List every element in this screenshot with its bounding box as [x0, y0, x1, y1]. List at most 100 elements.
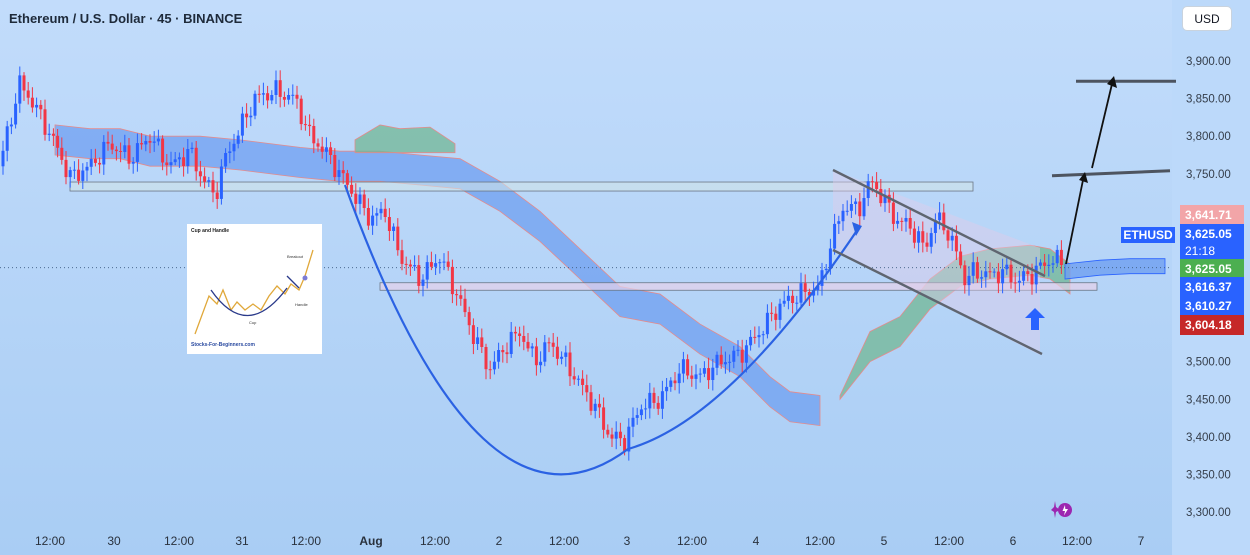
inset-cup-label: Cup: [249, 320, 257, 325]
candle-body: [324, 147, 328, 152]
target-line-1: [1051, 169, 1171, 178]
candle-body: [858, 201, 862, 217]
candle-body: [618, 431, 622, 439]
candle-body: [165, 162, 169, 166]
candle-body: [408, 264, 412, 267]
candle-body: [648, 392, 652, 409]
candle-body: [702, 368, 706, 374]
candle-body: [866, 181, 870, 198]
candle-body: [114, 149, 118, 152]
y-tick-label: 3,450.00: [1186, 394, 1231, 406]
candle-body: [98, 162, 102, 165]
candle-body: [862, 198, 866, 217]
candle-body: [1047, 264, 1051, 266]
sparkle-logo-icon[interactable]: [1048, 497, 1074, 523]
candle-body: [778, 303, 782, 320]
candle-body: [761, 334, 765, 336]
candle-body: [194, 147, 198, 172]
candle-body: [110, 143, 114, 150]
candle-body: [534, 346, 538, 366]
buy-signal-arrow-icon: [1025, 308, 1045, 330]
candle-body: [900, 220, 904, 222]
candle-body: [786, 295, 790, 301]
candle-body: [161, 138, 165, 163]
candle-body: [249, 115, 253, 118]
candle-body: [988, 271, 992, 273]
x-tick-label: 12:00: [35, 534, 65, 548]
candle-body: [929, 233, 933, 247]
candle-body: [560, 356, 564, 359]
candle-body: [509, 331, 513, 354]
candle-body: [152, 141, 156, 143]
candle-body: [551, 342, 555, 347]
candle-body: [207, 180, 211, 182]
candle-body: [375, 213, 379, 216]
candle-body: [1, 150, 5, 167]
candle-body: [106, 141, 110, 144]
candle-body: [896, 220, 900, 224]
candle-body: [963, 265, 967, 286]
candle-body: [341, 170, 345, 174]
candle-body: [975, 262, 979, 279]
candle-body: [791, 295, 795, 303]
candle-body: [505, 352, 509, 355]
currency-button[interactable]: USD: [1182, 6, 1232, 31]
candle-body: [320, 146, 324, 152]
candle-body: [728, 361, 732, 363]
candle-body: [303, 124, 307, 126]
x-tick-label: 12:00: [805, 534, 835, 548]
x-tick-label: 12:00: [291, 534, 321, 548]
candle-body: [396, 226, 400, 251]
countdown-tag: 21:18: [1180, 243, 1244, 259]
x-tick-label: 12:00: [1062, 534, 1092, 548]
candle-body: [660, 391, 664, 409]
candle-body: [173, 159, 177, 163]
candle-body: [845, 210, 849, 212]
candle-body: [135, 143, 139, 162]
candle-body: [950, 235, 954, 241]
candle-body: [833, 223, 837, 249]
x-tick-label: 6: [1010, 534, 1017, 548]
candle-body: [917, 231, 921, 243]
candle-body: [1038, 262, 1042, 266]
candle-body: [312, 126, 316, 144]
candle-body: [849, 204, 853, 211]
candle-body: [446, 261, 450, 267]
candle-body: [921, 231, 925, 243]
candle-body: [333, 155, 337, 178]
candle-body: [144, 141, 148, 145]
candle-body: [1022, 271, 1026, 281]
ichimoku-cloud-green-1: [354, 124, 456, 154]
candle-body: [476, 337, 480, 344]
candle-body: [240, 113, 244, 136]
candle-body: [404, 263, 408, 265]
candle-body: [1043, 262, 1047, 266]
last-price-tag: 3,625.05: [1180, 224, 1244, 244]
candle-body: [522, 336, 526, 342]
breakout-arrowhead-1: [1079, 172, 1088, 183]
x-tick-label: 31: [235, 534, 249, 548]
x-tick-label: 30: [107, 534, 121, 548]
candle-body: [883, 194, 887, 204]
candle-body: [81, 170, 85, 181]
high-price-tag: 3,641.71: [1180, 205, 1244, 224]
candle-body: [980, 277, 984, 279]
candle-body: [1059, 249, 1063, 265]
candle-body: [18, 75, 22, 104]
candle-body: [421, 279, 425, 286]
candle-body: [9, 124, 13, 127]
x-tick-label: 2: [496, 534, 503, 548]
x-tick-label: Aug: [359, 534, 382, 548]
y-tick-label: 3,500.00: [1186, 357, 1231, 369]
candle-body: [677, 373, 681, 384]
x-tick-label: 5: [881, 534, 888, 548]
candle-body: [690, 375, 694, 379]
candle-body: [518, 333, 522, 336]
candle-body: [841, 210, 845, 222]
candle-body: [610, 434, 614, 439]
candle-body: [996, 271, 1000, 284]
candle-body: [278, 80, 282, 97]
candle-body: [686, 359, 690, 376]
candle-body: [740, 349, 744, 363]
